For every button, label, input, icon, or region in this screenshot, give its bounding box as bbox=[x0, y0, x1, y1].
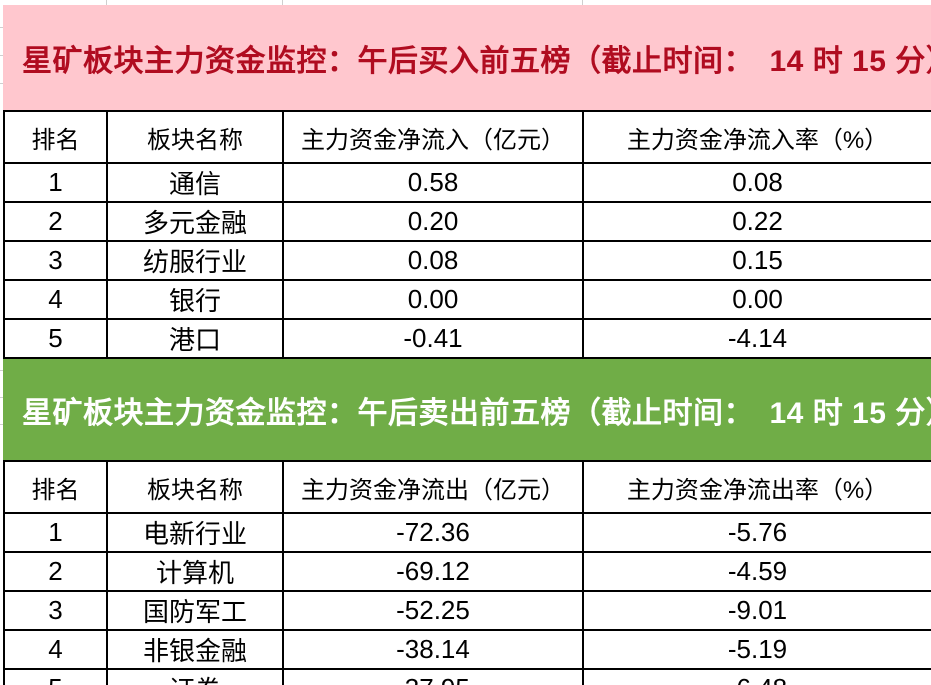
gridline-tick bbox=[0, 27, 3, 28]
sector-cell: 电新行业 bbox=[106, 512, 284, 553]
outflow-rate-cell: -6.48 bbox=[582, 668, 931, 685]
inflow-rate-cell: 0.08 bbox=[582, 162, 931, 203]
outflow-rate-cell: -4.59 bbox=[582, 551, 931, 592]
gridline-tick bbox=[0, 424, 3, 425]
table-row: 2 计算机 -69.12 -4.59 bbox=[3, 551, 931, 592]
buy-header-row: 排名 板块名称 主力资金净流入（亿元） 主力资金净流入率（%） bbox=[3, 110, 931, 164]
inflow-cell: 0.00 bbox=[282, 279, 584, 320]
sell-table: 排名 板块名称 主力资金净流出（亿元） 主力资金净流出率（%） 1 电新行业 -… bbox=[3, 460, 931, 685]
table-row: 2 多元金融 0.20 0.22 bbox=[3, 201, 931, 242]
rank-cell: 3 bbox=[3, 590, 108, 631]
buy-col-sector: 板块名称 bbox=[106, 110, 284, 164]
gridline-tick bbox=[0, 55, 3, 56]
rank-cell: 1 bbox=[3, 512, 108, 553]
sector-cell: 国防军工 bbox=[106, 590, 284, 631]
table-row: 1 通信 0.58 0.08 bbox=[3, 162, 931, 203]
outflow-rate-cell: -5.19 bbox=[582, 629, 931, 670]
table-row: 4 非银金融 -38.14 -5.19 bbox=[3, 629, 931, 670]
sell-col-rank: 排名 bbox=[3, 460, 108, 514]
rank-cell: 3 bbox=[3, 240, 108, 281]
table-row: 3 国防军工 -52.25 -9.01 bbox=[3, 590, 931, 631]
sector-cell: 证券 bbox=[106, 668, 284, 685]
rank-cell: 4 bbox=[3, 279, 108, 320]
rank-cell: 5 bbox=[3, 318, 108, 359]
outflow-cell: -37.95 bbox=[282, 668, 584, 685]
sector-cell: 计算机 bbox=[106, 551, 284, 592]
buy-banner-title: 星矿板块主力资金监控：午后买入前五榜（截止时间： 14 时 15 分） bbox=[22, 44, 931, 78]
sell-col-sector: 板块名称 bbox=[106, 460, 284, 514]
table-row: 5 证券 -37.95 -6.48 bbox=[3, 668, 931, 685]
outflow-cell: -69.12 bbox=[282, 551, 584, 592]
inflow-rate-cell: 0.15 bbox=[582, 240, 931, 281]
rank-cell: 1 bbox=[3, 162, 108, 203]
outflow-cell: -52.25 bbox=[282, 590, 584, 631]
outflow-cell: -38.14 bbox=[282, 629, 584, 670]
rank-cell: 5 bbox=[3, 668, 108, 685]
sector-cell: 银行 bbox=[106, 279, 284, 320]
sell-col-net-outflow: 主力资金净流出（亿元） bbox=[282, 460, 584, 514]
inflow-rate-cell: -4.14 bbox=[582, 318, 931, 359]
sector-cell: 通信 bbox=[106, 162, 284, 203]
buy-col-net-inflow: 主力资金净流入（亿元） bbox=[282, 110, 584, 164]
gridline-tick bbox=[0, 83, 3, 84]
inflow-cell: 0.08 bbox=[282, 240, 584, 281]
inflow-cell: -0.41 bbox=[282, 318, 584, 359]
inflow-cell: 0.20 bbox=[282, 201, 584, 242]
outflow-rate-cell: -5.76 bbox=[582, 512, 931, 553]
sell-banner: 星矿板块主力资金监控：午后卖出前五榜（截止时间： 14 时 15 分） bbox=[3, 359, 931, 460]
outflow-rate-cell: -9.01 bbox=[582, 590, 931, 631]
sell-header-row: 排名 板块名称 主力资金净流出（亿元） 主力资金净流出率（%） bbox=[3, 460, 931, 514]
sector-cell: 非银金融 bbox=[106, 629, 284, 670]
gridline-tick bbox=[0, 397, 3, 398]
rank-cell: 2 bbox=[3, 201, 108, 242]
gridline-tick bbox=[106, 0, 107, 5]
buy-col-net-inflow-rate: 主力资金净流入率（%） bbox=[582, 110, 931, 164]
sell-banner-title: 星矿板块主力资金监控：午后卖出前五榜（截止时间： 14 时 15 分） bbox=[22, 396, 931, 430]
buy-col-rank: 排名 bbox=[3, 110, 108, 164]
rank-cell: 4 bbox=[3, 629, 108, 670]
table-row: 3 纺服行业 0.08 0.15 bbox=[3, 240, 931, 281]
gridline-tick bbox=[282, 0, 283, 5]
buy-table: 排名 板块名称 主力资金净流入（亿元） 主力资金净流入率（%） 1 通信 0.5… bbox=[3, 110, 931, 359]
gridline-tick bbox=[582, 0, 583, 5]
inflow-cell: 0.58 bbox=[282, 162, 584, 203]
buy-banner: 星矿板块主力资金监控：午后买入前五榜（截止时间： 14 时 15 分） bbox=[3, 5, 931, 110]
rank-cell: 2 bbox=[3, 551, 108, 592]
outflow-cell: -72.36 bbox=[282, 512, 584, 553]
table-row: 1 电新行业 -72.36 -5.76 bbox=[3, 512, 931, 553]
sector-cell: 纺服行业 bbox=[106, 240, 284, 281]
sector-cell: 港口 bbox=[106, 318, 284, 359]
inflow-rate-cell: 0.00 bbox=[582, 279, 931, 320]
inflow-rate-cell: 0.22 bbox=[582, 201, 931, 242]
sell-col-net-outflow-rate: 主力资金净流出率（%） bbox=[582, 460, 931, 514]
sector-cell: 多元金融 bbox=[106, 201, 284, 242]
gridline-tick bbox=[0, 370, 3, 371]
table-row: 5 港口 -0.41 -4.14 bbox=[3, 318, 931, 359]
table-row: 4 银行 0.00 0.00 bbox=[3, 279, 931, 320]
